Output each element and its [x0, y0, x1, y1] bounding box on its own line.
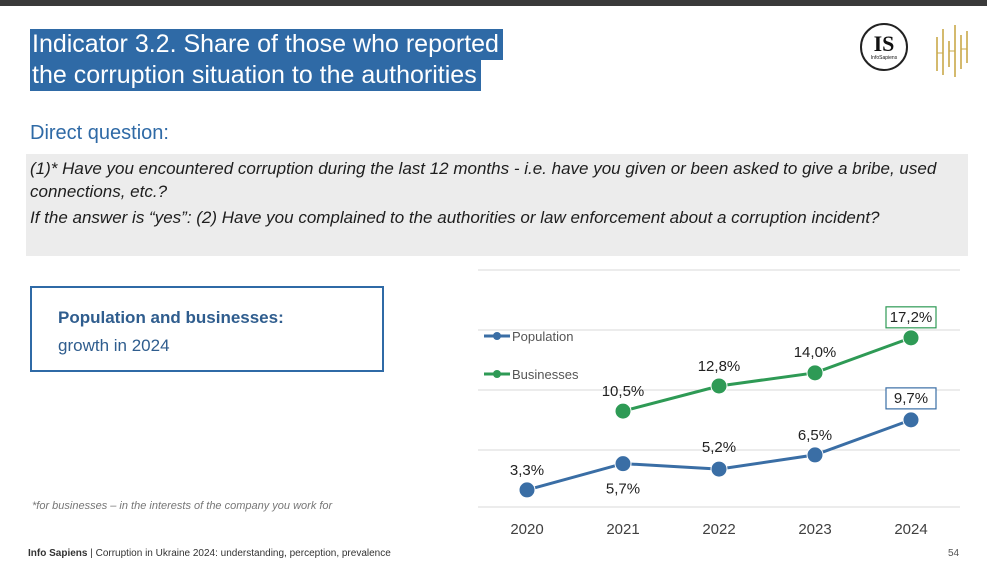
- point-businesses-2022: [710, 377, 728, 395]
- legend-marker-businesses: [493, 370, 501, 378]
- question-2-text: If the answer is “yes”: (2) Have you com…: [30, 208, 880, 227]
- question-1-text: (1)* Have you encountered corruption dur…: [30, 159, 937, 201]
- legend-label-businesses: Businesses: [512, 367, 579, 382]
- legend-label-population: Population: [512, 329, 573, 344]
- summary-callout: Population and businesses: growth in 202…: [30, 286, 384, 372]
- top-bar: [0, 0, 987, 6]
- logo-small-text: InfoSapiens: [870, 55, 898, 61]
- point-population-2020: [518, 481, 536, 499]
- x-axis: 2020 2021 2022 2023 2024: [510, 521, 927, 538]
- point-businesses-2024: [902, 329, 920, 347]
- point-population-2022: [710, 460, 728, 478]
- data-label-businesses-2024: 17,2%: [890, 309, 933, 326]
- data-label-businesses-2023: 14,0%: [794, 344, 837, 361]
- x-tick-label-2022: 2022: [702, 521, 735, 538]
- highlight-box-businesses: [885, 306, 937, 329]
- logo-initials: IS: [873, 31, 895, 56]
- data-label-population-2021: 5,7%: [606, 481, 640, 498]
- data-label-businesses-2022: 12,8%: [698, 358, 741, 375]
- chart-legend: Population Businesses: [484, 329, 579, 382]
- slide-title-line-1: Indicator 3.2. Share of those who report…: [30, 29, 503, 60]
- footer-text: | Corruption in Ukraine 2024: understand…: [87, 548, 391, 559]
- footer: Info Sapiens | Corruption in Ukraine 202…: [28, 548, 391, 559]
- x-tick-label-2024: 2024: [894, 521, 927, 538]
- page-number: 54: [948, 548, 960, 559]
- point-population-2023: [806, 446, 824, 464]
- callout-title: Population and businesses:: [58, 308, 284, 327]
- chart-series: 3,3% 5,7% 5,2% 6,5% 9,7% 10,5% 12,8% 14,0% 17,2%: [510, 306, 937, 499]
- series-line-businesses: [622, 336, 912, 413]
- highlight-box-population: [885, 387, 937, 410]
- point-population-2024: [902, 411, 920, 429]
- data-label-population-2024: 9,7%: [894, 390, 928, 407]
- x-tick-label-2020: 2020: [510, 521, 543, 538]
- bars-logo-icon: [936, 25, 968, 77]
- data-label-population-2023: 6,5%: [798, 427, 832, 444]
- info-sapiens-logo: IS InfoSapiens: [860, 23, 908, 71]
- data-label-businesses-2021: 10,5%: [602, 383, 645, 400]
- point-businesses-2021: [614, 402, 632, 420]
- footer-brand: Info Sapiens: [28, 548, 88, 559]
- data-label-population-2020: 3,3%: [510, 462, 544, 479]
- direct-question-heading: Direct question:: [30, 122, 169, 144]
- question-box: (1)* Have you encountered corruption dur…: [26, 154, 968, 256]
- footnote: *for businesses – in the interests of th…: [32, 500, 333, 512]
- legend-marker-population: [493, 332, 501, 340]
- x-tick-label-2023: 2023: [798, 521, 831, 538]
- point-businesses-2023: [806, 364, 824, 382]
- x-tick-label-2021: 2021: [606, 521, 639, 538]
- data-label-population-2022: 5,2%: [702, 439, 736, 456]
- point-population-2021: [614, 455, 632, 473]
- callout-subtitle: growth in 2024: [58, 336, 170, 355]
- slide-title-line-2: the corruption situation to the authorit…: [30, 60, 481, 91]
